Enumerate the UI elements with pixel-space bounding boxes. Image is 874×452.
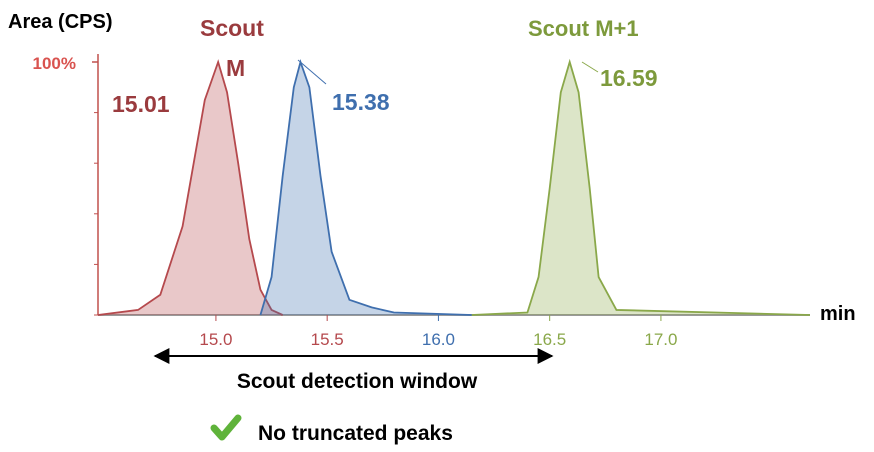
x-tick-label: 17.0 (644, 330, 677, 349)
peak-line (471, 58, 811, 316)
x-tick-label: 15.5 (311, 330, 344, 349)
peak-area (471, 62, 810, 315)
note: No truncated peaks (258, 422, 453, 445)
peak-area (98, 62, 283, 315)
annotation: Scout M+1 (528, 16, 639, 41)
annotation: 15.38 (332, 89, 390, 115)
window-label: Scout detection window (237, 370, 478, 393)
annotation: M (226, 55, 245, 81)
peak-line (97, 59, 284, 316)
y-axis-label: Area (CPS) (8, 11, 112, 33)
peak-line (259, 58, 472, 316)
annotation: 15.01 (112, 91, 170, 117)
y-tick-label: 100% (33, 54, 76, 73)
x-tick-label: 15.0 (199, 330, 232, 349)
check-icon (210, 414, 242, 441)
x-axis-label: min (820, 303, 856, 325)
x-tick-label: 16.5 (533, 330, 566, 349)
x-tick-label: 16.0 (422, 330, 455, 349)
leader (297, 59, 327, 85)
annotation: Scout (200, 15, 264, 41)
annotation: 16.59 (600, 65, 658, 91)
leader (581, 61, 599, 73)
